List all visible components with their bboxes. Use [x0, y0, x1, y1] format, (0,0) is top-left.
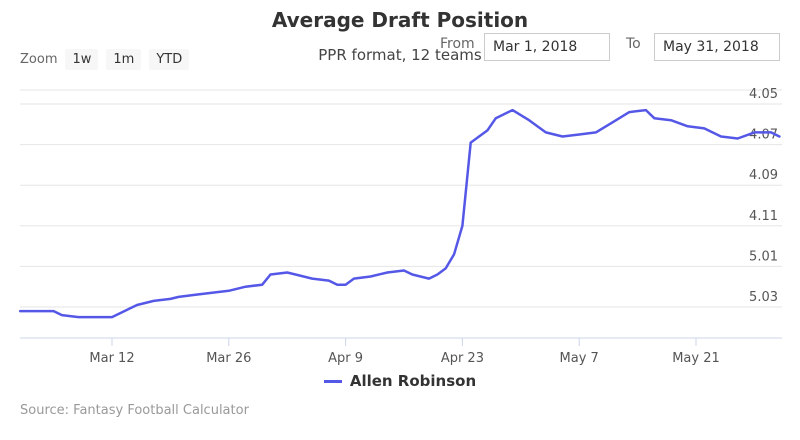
zoom-1m-button[interactable]: 1m: [106, 48, 142, 70]
series-layer: [18, 108, 781, 319]
x-tick-label-3: Apr 23: [441, 351, 484, 366]
y-axis-ticks: 4.05 4.07 4.09 4.11 5.01 5.03: [749, 87, 778, 305]
grid-lines: [20, 89, 782, 339]
zoom-1w-button[interactable]: 1w: [65, 48, 99, 70]
legend-line-swatch: [323, 379, 342, 383]
y-tick-label-5: 5.03: [749, 290, 778, 305]
x-tick-label-5: May 21: [672, 351, 720, 366]
zoom-label: Zoom: [20, 51, 58, 67]
x-tick-label-0: Mar 12: [89, 351, 134, 366]
x-tick-label-4: May 7: [560, 351, 599, 366]
source-credit: Source: Fantasy Football Calculator: [20, 403, 249, 418]
chart-title: Average Draft Position: [271, 8, 529, 32]
zoom-controls: Zoom 1w 1m YTD: [20, 46, 190, 72]
chart-subtitle: PPR format, 12 teams: [318, 46, 482, 64]
x-tick-label-2: Apr 9: [328, 351, 363, 366]
to-label: To: [626, 36, 641, 52]
x-axis-ticks: Mar 12 Mar 26 Apr 9 Apr 23 May 7 May 21: [89, 338, 720, 366]
y-tick-label-1: 4.07: [749, 128, 778, 143]
legend-item-allen-robinson: Allen Robinson: [349, 372, 477, 390]
y-tick-label-3: 4.11: [749, 209, 778, 224]
series-line-0[interactable]: [18, 108, 781, 319]
to-date-input[interactable]: [654, 33, 780, 61]
y-tick-label-4: 5.01: [749, 249, 778, 264]
x-tick-label-1: Mar 26: [206, 351, 251, 366]
from-label: From: [440, 36, 475, 52]
y-tick-label-0: 4.05: [749, 87, 778, 102]
y-tick-label-2: 4.09: [749, 168, 778, 183]
zoom-ytd-button[interactable]: YTD: [149, 48, 190, 70]
chart-legend[interactable]: Allen Robinson: [0, 372, 800, 390]
from-date-input[interactable]: [484, 33, 610, 61]
